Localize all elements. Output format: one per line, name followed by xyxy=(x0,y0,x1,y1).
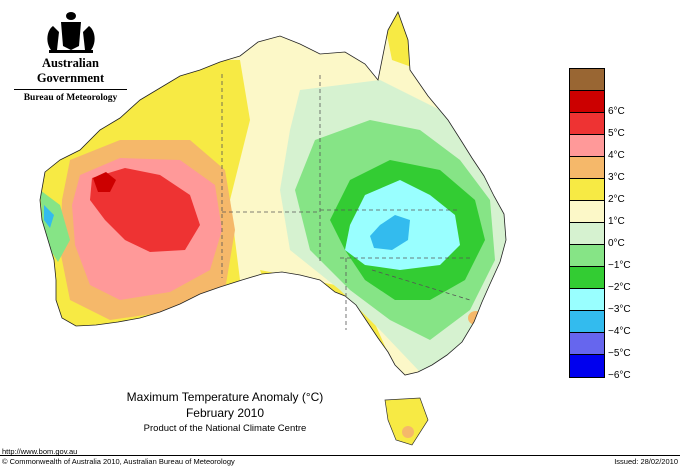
legend-label: 3°C xyxy=(608,172,625,183)
map-product: Product of the National Climate Centre xyxy=(143,423,307,434)
legend-label: 0°C xyxy=(608,238,625,249)
legend-swatch xyxy=(570,157,604,179)
legend-swatch xyxy=(570,311,604,333)
map-title: Maximum Temperature Anomaly (°C) xyxy=(126,390,324,404)
footer-divider xyxy=(0,455,680,456)
legend-label: −1°C xyxy=(608,260,631,271)
issued-date: Issued: 28/02/2010 xyxy=(614,457,678,466)
legend-label: 5°C xyxy=(608,128,625,139)
legend-label: 2°C xyxy=(608,194,625,205)
commonwealth-coat-of-arms-icon xyxy=(46,12,95,53)
legend-swatch xyxy=(570,135,604,157)
legend-label: 6°C xyxy=(608,106,625,117)
legend-swatch xyxy=(570,223,604,245)
header-divider xyxy=(14,89,127,90)
legend-swatch xyxy=(570,113,604,135)
government-name: Australian Government xyxy=(36,56,105,85)
legend-label: −3°C xyxy=(608,304,631,315)
legend-swatch xyxy=(570,289,604,311)
color-legend xyxy=(569,68,605,378)
legend-label: 1°C xyxy=(608,216,625,227)
legend-label: −4°C xyxy=(608,326,631,337)
legend-swatch xyxy=(570,245,604,267)
website-link[interactable]: http://www.bom.gov.au xyxy=(2,447,78,456)
map-title-block: Maximum Temperature Anomaly (°C) Februar… xyxy=(110,389,340,437)
legend-swatch xyxy=(570,267,604,289)
map-period: February 2010 xyxy=(185,406,265,420)
legend-label: −5°C xyxy=(608,348,631,359)
legend-swatch xyxy=(570,69,604,91)
legend-swatch xyxy=(570,355,604,377)
copyright-text: © Commonwealth of Australia 2010, Austra… xyxy=(2,457,235,466)
bureau-name: Bureau of Meteorology xyxy=(23,93,118,103)
legend-label: −2°C xyxy=(608,282,631,293)
legend-swatch xyxy=(570,201,604,223)
legend-label: −6°C xyxy=(608,370,631,381)
legend-swatch xyxy=(570,179,604,201)
legend-swatch xyxy=(570,333,604,355)
header: Australian Government Bureau of Meteorol… xyxy=(8,10,133,103)
legend-label: 4°C xyxy=(608,150,625,161)
legend-swatch xyxy=(570,91,604,113)
